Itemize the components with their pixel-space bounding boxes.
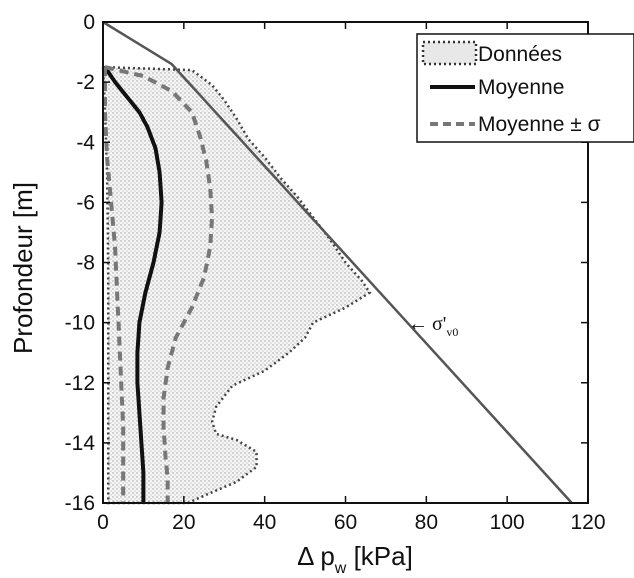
- x-tick-label: 0: [97, 511, 109, 534]
- series-moyenne-line: [103, 65, 164, 503]
- series-moyenne-line: [104, 65, 215, 503]
- legend: Données Moyenne Moyenne ± σ: [416, 33, 634, 143]
- y-tick-label: -4: [76, 131, 95, 154]
- series-donnees-area: [101, 65, 372, 505]
- tick-layer: 0 20 40 60 80 100 120 0 -2 -4 -6 -8 -10 -12 -14 -16: [65, 11, 606, 534]
- y-tick-label: 0: [83, 11, 95, 34]
- x-axis-label: Δ pw [kPa]: [297, 541, 413, 577]
- legend-label-moyenne-sigma: Moyenne ± σ: [478, 113, 601, 136]
- y-tick-label: -2: [76, 71, 95, 94]
- x-tick-label: 20: [172, 511, 195, 534]
- y-tick-label: -8: [76, 252, 95, 275]
- y-tick-label: -6: [76, 191, 95, 214]
- x-tick-label: 80: [415, 511, 438, 534]
- x-tick-label: 100: [490, 511, 525, 534]
- legend-swatch-donnees: [421, 40, 478, 66]
- x-tick-label: 60: [334, 511, 357, 534]
- y-tick-label: -10: [65, 312, 95, 335]
- y-tick-label: -14: [65, 432, 96, 455]
- y-axis-label: Profondeur [m]: [8, 182, 38, 354]
- legend-label-moyenne: Moyenne: [478, 76, 564, 99]
- legend-label-donnees: Données: [478, 43, 562, 66]
- x-tick-label: 40: [253, 511, 276, 534]
- sigma-v0-annotation: ← σ'v0: [408, 313, 458, 339]
- series-sigma-v0-line: [102, 20, 573, 504]
- x-tick-label: 120: [570, 511, 605, 534]
- y-tick-label: -12: [65, 372, 95, 395]
- y-tick-label: -16: [65, 492, 95, 515]
